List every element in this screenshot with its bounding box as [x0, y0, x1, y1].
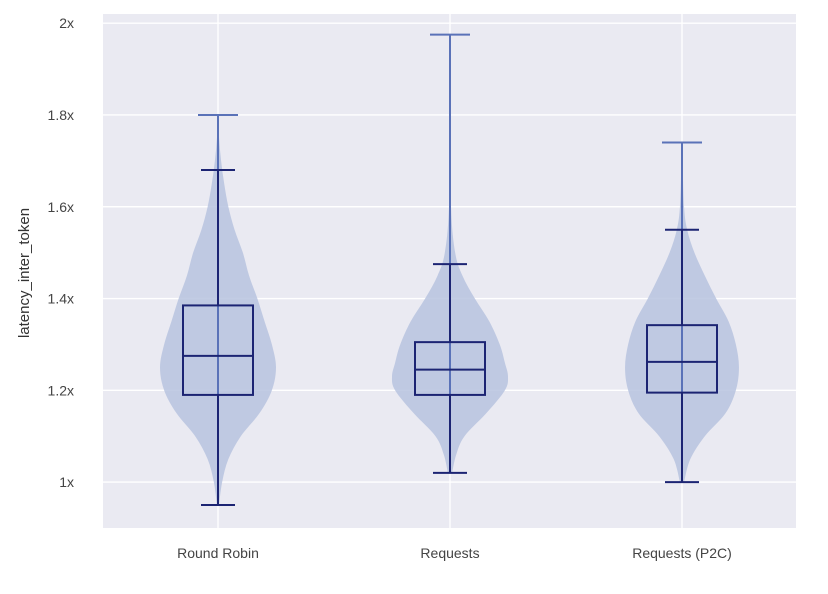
violins [160, 33, 739, 507]
y-tick-label: 1x [59, 474, 74, 490]
violin-group [625, 141, 739, 484]
x-axis: Round Robin Requests Requests (P2C) [177, 545, 732, 561]
violin-group [160, 113, 276, 507]
y-tick-label: 1.2x [48, 382, 74, 398]
violin-group [391, 33, 509, 474]
x-tick-label: Round Robin [177, 545, 259, 561]
y-tick-label: 1.8x [48, 107, 74, 123]
iqr-box [646, 324, 718, 394]
y-tick-label: 2x [59, 15, 74, 31]
y-axis: 1x 1.2x 1.4x 1.6x 1.8x 2x [48, 15, 74, 490]
y-axis-label: latency_inter_token [16, 208, 33, 338]
iqr-box [414, 341, 486, 396]
y-tick-label: 1.6x [48, 199, 74, 215]
x-tick-label: Requests (P2C) [632, 545, 732, 561]
x-tick-label: Requests [420, 545, 479, 561]
y-tick-label: 1.4x [48, 291, 74, 307]
iqr-box [182, 304, 254, 396]
